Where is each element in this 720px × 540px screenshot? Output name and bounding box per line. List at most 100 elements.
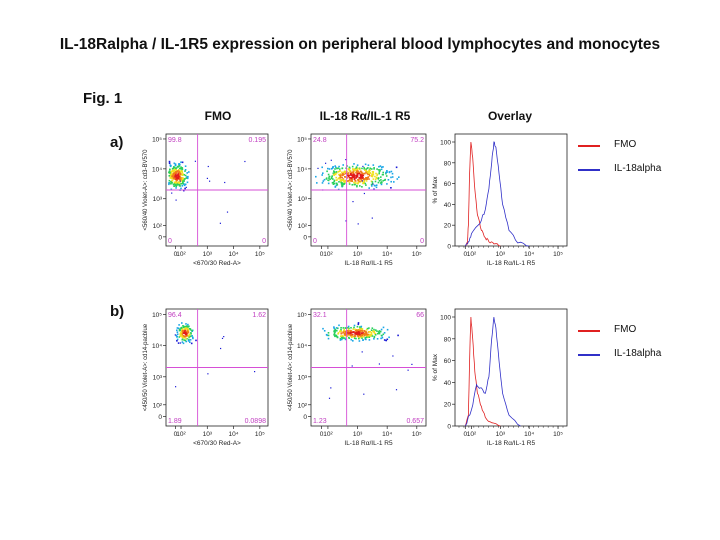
event-dot	[174, 184, 177, 187]
event-dot	[373, 336, 376, 338]
event-dot	[362, 333, 365, 335]
event-dot	[342, 337, 344, 340]
event-dot	[363, 180, 366, 182]
event-dot	[180, 330, 183, 333]
event-dot	[364, 334, 366, 337]
event-dot	[183, 180, 185, 182]
event-dot	[376, 174, 378, 177]
event-dot	[182, 180, 184, 182]
event-dot	[364, 336, 366, 339]
event-dot	[224, 181, 226, 184]
event-dot	[170, 183, 172, 185]
x-tick-label: 10²	[176, 251, 186, 258]
event-dot	[188, 334, 191, 337]
event-dot	[171, 175, 173, 177]
event-dot	[369, 333, 371, 336]
event-dot	[340, 183, 343, 185]
x-tick-label: 10⁴	[382, 251, 392, 258]
event-dot	[342, 179, 344, 181]
event-dot	[360, 330, 362, 333]
y-tick-label: 10⁴	[297, 343, 307, 350]
event-dot	[332, 166, 334, 168]
event-dot	[347, 328, 350, 331]
event-dot	[330, 387, 332, 389]
event-dot	[336, 179, 338, 181]
event-dot	[333, 326, 335, 328]
event-dot	[183, 339, 185, 341]
legend-swatch-fmo	[578, 330, 600, 332]
event-dot	[185, 334, 187, 336]
event-dot	[347, 173, 349, 175]
event-dot	[175, 182, 178, 184]
y-tick-label: 10³	[153, 196, 163, 203]
x-tick-label: 0	[463, 251, 467, 258]
event-dot	[327, 167, 329, 170]
y-tick-label: 10³	[153, 374, 163, 381]
event-dot	[366, 178, 368, 180]
event-dot	[385, 171, 387, 174]
y-tick-label: 10⁴	[152, 343, 162, 350]
event-dot	[377, 177, 380, 179]
event-dot	[194, 160, 196, 162]
event-dot	[356, 175, 359, 177]
event-dot	[350, 332, 352, 335]
event-dot	[180, 180, 183, 182]
event-dot	[335, 166, 337, 169]
event-dot	[363, 166, 365, 169]
event-dot	[391, 176, 394, 178]
event-dot	[326, 170, 328, 173]
event-dot	[378, 330, 381, 332]
event-dot	[368, 331, 370, 333]
event-dot	[179, 180, 181, 182]
event-dot	[172, 167, 175, 170]
event-dot	[360, 180, 363, 182]
event-dot	[176, 336, 178, 338]
event-dot	[176, 183, 179, 185]
y-tick-label: 20	[444, 402, 452, 409]
event-dot	[183, 332, 186, 335]
event-dot	[359, 176, 362, 178]
event-dot	[334, 331, 336, 334]
event-dot	[335, 327, 338, 329]
event-dot	[348, 331, 350, 334]
event-dot	[343, 173, 345, 176]
event-dot	[190, 342, 193, 345]
event-dot	[380, 176, 382, 178]
event-dot	[370, 335, 372, 337]
event-dot	[184, 327, 187, 329]
x-tick-label: 10⁴	[524, 251, 534, 258]
x-tick-label: 0	[320, 431, 324, 438]
event-dot	[177, 173, 179, 175]
event-dot	[346, 174, 349, 176]
event-dot	[377, 331, 380, 333]
event-dot	[363, 330, 366, 332]
event-dot	[395, 166, 398, 169]
event-dot	[331, 176, 333, 179]
event-dot	[364, 178, 366, 180]
event-dot	[179, 169, 181, 172]
x-tick-label: 0	[174, 251, 178, 258]
event-dot	[380, 183, 383, 186]
event-dot	[371, 217, 373, 219]
event-dot	[348, 169, 351, 171]
event-dot	[180, 168, 182, 170]
event-dot	[359, 174, 362, 176]
event-dot	[180, 329, 183, 332]
y-tick-label: 100	[440, 315, 451, 322]
event-dot	[371, 335, 374, 337]
event-dot	[353, 336, 356, 338]
event-dot	[382, 166, 384, 168]
legend-b: FMO IL-18alpha	[578, 324, 698, 384]
event-dot	[374, 333, 377, 335]
y-tick-label: 0	[158, 234, 162, 241]
event-dot	[182, 181, 184, 184]
event-dot	[351, 184, 354, 186]
event-dot	[190, 332, 192, 334]
event-dot	[178, 163, 180, 165]
event-dot	[335, 182, 338, 185]
event-dot	[373, 168, 375, 170]
x-tick-label: 10⁵	[412, 251, 422, 258]
event-dot	[187, 329, 190, 331]
event-dot	[170, 164, 172, 167]
event-dot	[353, 337, 356, 340]
